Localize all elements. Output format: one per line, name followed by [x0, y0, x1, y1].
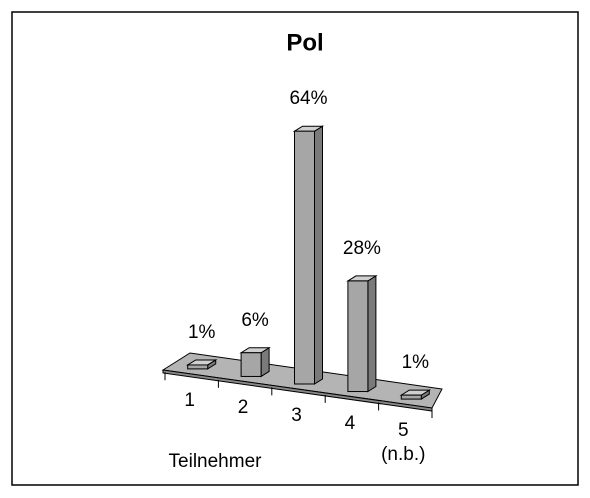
value-label: 6% [241, 310, 269, 331]
x-axis-label: Teilnehmer [169, 451, 263, 472]
value-label: 1% [188, 322, 216, 343]
x-tick-label: 2 [237, 397, 249, 419]
x-tick-label: 1 [184, 389, 195, 411]
bar-side [367, 275, 377, 393]
bar [347, 280, 369, 393]
bar [400, 394, 422, 400]
bar [240, 352, 262, 377]
value-label: 28% [343, 238, 381, 259]
bar [187, 364, 209, 370]
value-label: 64% [289, 88, 327, 109]
bar [294, 130, 315, 385]
x-tick-label: 4 [344, 412, 356, 434]
bar-side [314, 125, 323, 385]
value-label: 1% [402, 352, 430, 373]
x-tick-label: 5 (n.b.) [381, 420, 426, 466]
chart-title: Pol [286, 29, 323, 56]
x-tick-label: 3 [291, 404, 302, 426]
